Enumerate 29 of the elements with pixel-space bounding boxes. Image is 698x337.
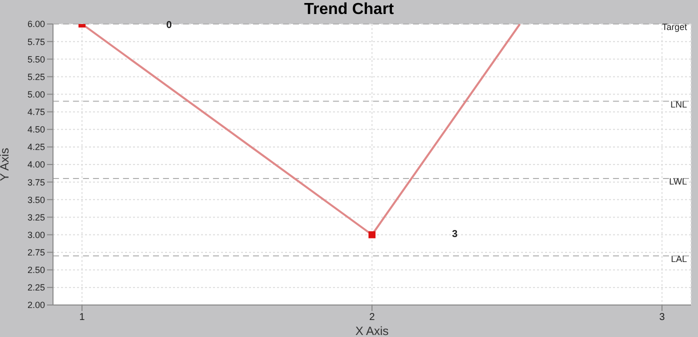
x-axis-title: X Axis — [355, 324, 389, 337]
y-tick-label: 5.75 — [27, 36, 45, 47]
x-tick-label: 1 — [79, 312, 86, 324]
y-tick-label: 6.00 — [27, 19, 45, 30]
y-tick-label: 5.50 — [27, 54, 45, 64]
x-tick-label: 3 — [659, 312, 666, 324]
y-tick-label: 3.25 — [27, 212, 45, 222]
y-tick-label: 4.00 — [27, 160, 45, 170]
y-tick-label: 3.75 — [27, 177, 45, 188]
y-tick-label: 5.00 — [27, 89, 45, 100]
y-tick-label: 4.25 — [27, 142, 45, 152]
y-tick-label: 3.00 — [27, 230, 45, 240]
ref-line-label: Target — [662, 22, 688, 32]
y-tick-label: 4.75 — [27, 107, 45, 118]
y-tick-label: 3.50 — [27, 194, 45, 205]
chart-title: Trend Chart — [303, 0, 395, 20]
y-tick-label: 2.75 — [27, 248, 45, 258]
annotation: 3 — [452, 229, 458, 240]
y-tick-label: 2.50 — [27, 265, 45, 276]
y-tick-label: 5.25 — [27, 72, 45, 82]
annotation: 0 — [166, 20, 172, 31]
y-tick-label: 2.00 — [27, 300, 45, 310]
y-tick-label: 2.25 — [27, 282, 45, 293]
ref-line-label: LNL — [670, 99, 687, 110]
y-axis-title: Y Axis — [0, 148, 12, 182]
y-tick-label: 4.50 — [27, 124, 45, 135]
x-tick-label: 2 — [369, 312, 376, 324]
ref-line-label: LWL — [669, 176, 687, 187]
ref-line-label: LAL — [670, 254, 687, 264]
